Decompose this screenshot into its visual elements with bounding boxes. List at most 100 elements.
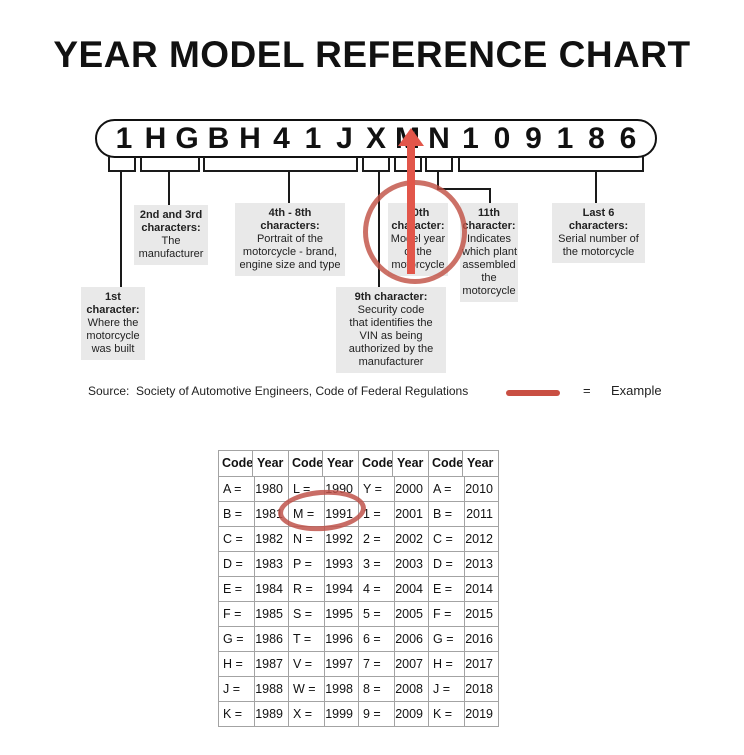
callout-text: manufacturer	[138, 248, 204, 260]
table-cell-code: P =	[288, 551, 324, 576]
vin-character: 6	[619, 122, 637, 155]
table-cell-year: 1997	[324, 651, 358, 676]
callout-text: was built	[91, 343, 135, 355]
table-cell-year: 1982	[254, 526, 288, 551]
callout-text: Security code	[357, 304, 425, 316]
table-row: D = 1983 P = 1993 3 = 2003 D = 2013	[218, 551, 498, 576]
table-cell-code: V =	[288, 651, 324, 676]
table-cell-year: 2005	[394, 601, 428, 626]
table-cell-year: 1980	[254, 476, 288, 501]
vin-character: 0	[493, 122, 511, 155]
table-cell-code: G =	[218, 626, 254, 651]
callout-text: motorcycle	[462, 285, 516, 297]
table-cell-code: Y =	[358, 476, 394, 501]
table-cell-year: 1991	[324, 501, 358, 526]
callout-text: that identifies the	[349, 317, 433, 329]
table-cell-year: 1988	[254, 676, 288, 701]
callout-heading: characters:	[260, 220, 320, 232]
vin-character: 4	[273, 122, 290, 155]
source-note: Source: Society of Automotive Engineers,…	[88, 384, 468, 398]
table-cell-year: 1990	[324, 476, 358, 501]
vin-character: 1	[556, 122, 574, 155]
callout-text: the	[481, 272, 497, 284]
table-cell-year: 1996	[324, 626, 358, 651]
table-cell-year: 1986	[254, 626, 288, 651]
vin-character: G	[175, 122, 199, 155]
table-cell-year: 2017	[464, 651, 498, 676]
table-cell-year: 2011	[464, 501, 498, 526]
table-row: E = 1984 R = 1994 4 = 2004 E = 2014	[218, 576, 498, 601]
table-cell-code: R =	[288, 576, 324, 601]
bracket-9th-char	[362, 157, 390, 172]
table-row: C = 1982 N = 1992 2 = 2002 C = 2012	[218, 526, 498, 551]
table-cell-code: C =	[218, 526, 254, 551]
table-cell-code: J =	[428, 676, 464, 701]
legend-equals: =	[583, 383, 591, 398]
table-cell-code: 1 =	[358, 501, 394, 526]
vin-box: 1HGBH41JXMN109186	[95, 119, 657, 158]
table-cell-year: 1994	[324, 576, 358, 601]
table-cell-code: D =	[428, 551, 464, 576]
connector-line-11th-c	[489, 188, 491, 203]
callout-heading: character:	[86, 304, 140, 316]
vin-character: 1	[462, 122, 479, 155]
table-cell-year: 2018	[464, 676, 498, 701]
callout-heading: 9th character:	[354, 291, 428, 303]
table-cell-year: 2012	[464, 526, 498, 551]
table-cell-code: 9 =	[358, 701, 394, 726]
table-cell-code: A =	[428, 476, 464, 501]
table-cell-code: N =	[288, 526, 324, 551]
connector-line-4th-8th	[288, 170, 290, 203]
callout-2nd-3rd-characters: 2nd and 3rd characters: The manufacturer	[134, 205, 208, 265]
table-header-cell: Code	[428, 450, 462, 476]
table-cell-code: X =	[288, 701, 324, 726]
table-cell-year: 1998	[324, 676, 358, 701]
table-cell-code: J =	[218, 676, 254, 701]
table-cell-code: G =	[428, 626, 464, 651]
table-cell-code: L =	[288, 476, 324, 501]
table-row: J = 1988 W = 1998 8 = 2008 J = 2018	[218, 676, 498, 701]
table-cell-code: A =	[218, 476, 254, 501]
table-cell-year: 2010	[464, 476, 498, 501]
callout-heading: 2nd and 3rd	[139, 209, 203, 221]
table-header-cell: Code	[358, 450, 392, 476]
table-cell-code: E =	[428, 576, 464, 601]
vin-character: H	[239, 122, 261, 155]
example-line-icon	[506, 390, 560, 396]
table-header-row: Code Year Code Year Code Year Code Year	[218, 450, 498, 476]
vin-character: X	[365, 122, 386, 155]
table-cell-year: 2000	[394, 476, 428, 501]
table-cell-year: 1993	[324, 551, 358, 576]
table-header-cell: Year	[252, 450, 288, 476]
table-row: A = 1980 L = 1990 Y = 2000 A = 2010	[218, 476, 498, 501]
table-cell-code: D =	[218, 551, 254, 576]
table-cell-code: 5 =	[358, 601, 394, 626]
callout-text: motorcycle - brand,	[242, 246, 338, 258]
table-header-cell: Code	[288, 450, 322, 476]
table-cell-year: 1984	[254, 576, 288, 601]
table-cell-year: 1985	[254, 601, 288, 626]
callout-1st-character: 1st character: Where the motorcycle was …	[81, 287, 145, 360]
table-cell-code: H =	[428, 651, 464, 676]
callout-text: The	[161, 235, 181, 247]
table-row: F = 1985 S = 1995 5 = 2005 F = 2015	[218, 601, 498, 626]
table-header-cell: Year	[392, 450, 428, 476]
table-cell-year: 2001	[394, 501, 428, 526]
callout-last-6-characters: Last 6 characters: Serial number of the …	[552, 203, 645, 263]
connector-line-last6	[595, 170, 597, 203]
table-cell-year: 2014	[464, 576, 498, 601]
vin-character: B	[207, 122, 230, 155]
table-cell-year: 1987	[254, 651, 288, 676]
table-cell-year: 2009	[394, 701, 428, 726]
table-cell-year: 2003	[394, 551, 428, 576]
table-body: A = 1980 L = 1990 Y = 2000 A = 2010 B = …	[218, 476, 498, 726]
year-code-table: Code Year Code Year Code Year Code Year A = 198…	[218, 450, 499, 727]
callout-text: motorcycle	[86, 330, 140, 342]
source-text: Society of Automotive Engineers, Code of…	[136, 384, 469, 398]
table-cell-code: F =	[218, 601, 254, 626]
callout-text: VIN as being	[359, 330, 423, 342]
table-cell-year: 1992	[324, 526, 358, 551]
source-label: Source:	[88, 384, 130, 398]
callout-heading: characters:	[141, 222, 201, 234]
